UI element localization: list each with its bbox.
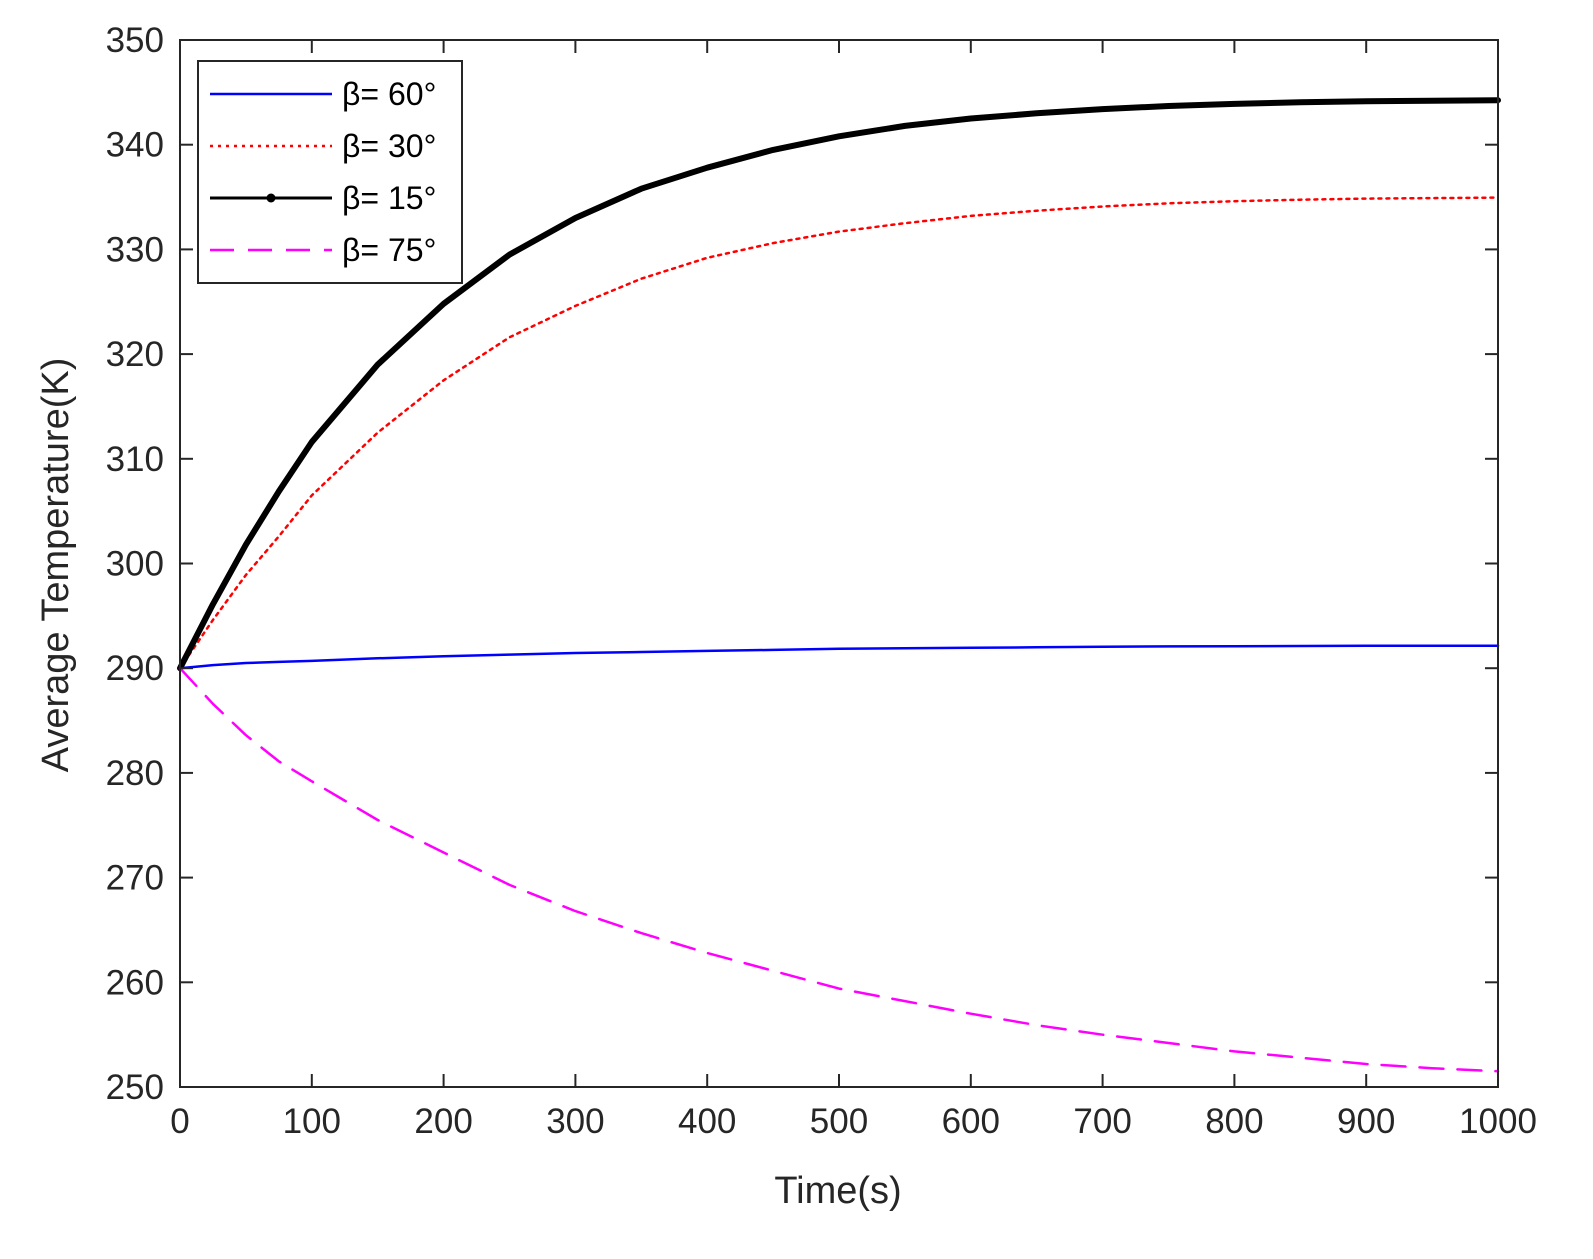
x-tick-label: 400	[678, 1102, 736, 1141]
series-line-1	[178, 644, 1500, 670]
x-tick-label: 500	[810, 1102, 868, 1141]
legend-label-1: β= 60°	[342, 76, 436, 112]
x-tick-label: 900	[1337, 1102, 1395, 1141]
y-axis-label: Average Temperature(K)	[35, 358, 77, 773]
y-tick-label: 340	[106, 126, 164, 165]
x-tick-label: 300	[546, 1102, 604, 1141]
x-tick-label: 600	[942, 1102, 1000, 1141]
series-line-3	[177, 97, 1501, 672]
x-tick-label: 100	[283, 1102, 341, 1141]
plot-area	[177, 97, 1501, 1073]
y-tick-label: 310	[106, 440, 164, 479]
legend-label-2: β= 30°	[342, 128, 436, 164]
legend: β= 60° β= 30° β= 15° β= 75°	[197, 60, 463, 284]
y-tick-label: 350	[106, 21, 164, 60]
y-tick-label: 330	[106, 230, 164, 269]
y-tick-label: 270	[106, 859, 164, 898]
x-tick-label: 200	[414, 1102, 472, 1141]
x-axis-label: Time(s)	[774, 1170, 901, 1212]
series-line-4	[178, 666, 1500, 1073]
series-line-2	[178, 196, 1500, 670]
legend-box	[197, 60, 463, 284]
legend-marker-3	[266, 193, 276, 203]
x-tick-label: 1000	[1459, 1102, 1537, 1141]
y-tick-label: 290	[106, 649, 164, 688]
legend-label-4: β= 75°	[342, 232, 436, 268]
x-tick-label: 800	[1205, 1102, 1263, 1141]
y-tick-label: 250	[106, 1068, 164, 1107]
x-tick-label: 0	[170, 1102, 189, 1141]
y-tick-label: 320	[106, 335, 164, 374]
x-tick-label: 700	[1073, 1102, 1131, 1141]
legend-label-3: β= 15°	[342, 180, 436, 216]
y-tick-label: 300	[106, 545, 164, 584]
y-tick-label: 260	[106, 963, 164, 1002]
axis-ticks: 0 100 200 300 400 500 600 700 800 900 1000 250 260 27…	[106, 21, 1537, 1141]
y-tick-label: 280	[106, 754, 164, 793]
